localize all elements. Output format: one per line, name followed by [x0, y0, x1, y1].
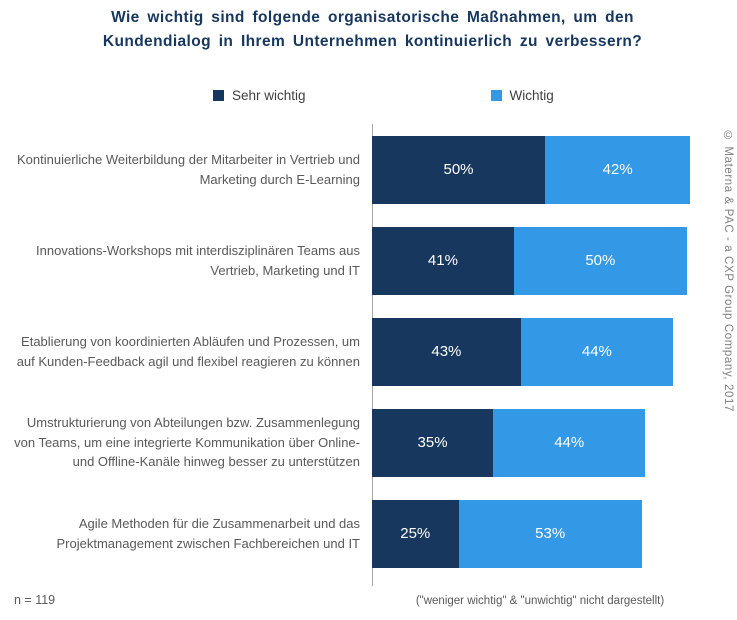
bar-group: 50% 42% — [372, 135, 718, 204]
chart-row: Umstrukturierung von Abteilungen bzw. Zu… — [10, 397, 720, 488]
category-label: Umstrukturierung von Abteilungen bzw. Zu… — [14, 415, 360, 470]
bar-segment-sehr-wichtig: 25% — [372, 499, 459, 568]
bar-group: 25% 53% — [372, 499, 718, 568]
chart-row: Kontinuierliche Weiterbildung der Mitarb… — [10, 124, 720, 215]
bar-segment-sehr-wichtig: 41% — [372, 226, 514, 295]
category-label: Innovations-Workshops mit interdisziplin… — [36, 243, 360, 278]
bar-segment-wichtig: 53% — [458, 499, 642, 568]
bar-segment-wichtig: 50% — [513, 226, 687, 295]
chart-legend: Sehr wichtig Wichtig — [213, 88, 554, 103]
bar-segment-sehr-wichtig: 50% — [372, 135, 545, 204]
category-label: Kontinuierliche Weiterbildung der Mitarb… — [16, 152, 360, 187]
legend-item-wichtig: Wichtig — [490, 88, 554, 103]
category-label: Etablierung von koordinierten Abläufen u… — [16, 334, 360, 369]
exclusion-footnote: ("weniger wichtig" & "unwichtig" nicht d… — [415, 595, 665, 607]
chart-row: Innovations-Workshops mit interdisziplin… — [10, 215, 720, 306]
bar-segment-sehr-wichtig: 43% — [372, 317, 521, 386]
chart-row: Etablierung von koordinierten Abläufen u… — [10, 306, 720, 397]
legend-swatch-icon — [490, 90, 502, 101]
bar-segment-wichtig: 44% — [493, 408, 646, 477]
bar-segment-wichtig: 44% — [520, 317, 673, 386]
chart-rows: Kontinuierliche Weiterbildung der Mitarb… — [10, 124, 720, 579]
legend-swatch-icon — [213, 90, 224, 101]
legend-item-sehr-wichtig: Sehr wichtig — [213, 88, 306, 103]
copyright-watermark: © Materna & PAC - a CXP Group Company, 2… — [722, 130, 734, 412]
chart-title: Wie wichtig sind folgende organisatorisc… — [102, 9, 643, 51]
bar-group: 43% 44% — [372, 317, 718, 386]
chart-row: Agile Methoden für die Zusammenarbeit un… — [10, 488, 720, 579]
bar-group: 35% 44% — [372, 408, 718, 477]
legend-label: Wichtig — [509, 88, 554, 103]
sample-size-note: n = 119 — [14, 593, 56, 607]
category-label: Agile Methoden für die Zusammenarbeit un… — [56, 516, 361, 551]
bar-segment-sehr-wichtig: 35% — [372, 408, 494, 477]
bar-group: 41% 50% — [372, 226, 718, 295]
legend-label: Sehr wichtig — [232, 88, 306, 103]
bar-segment-wichtig: 42% — [545, 135, 691, 204]
